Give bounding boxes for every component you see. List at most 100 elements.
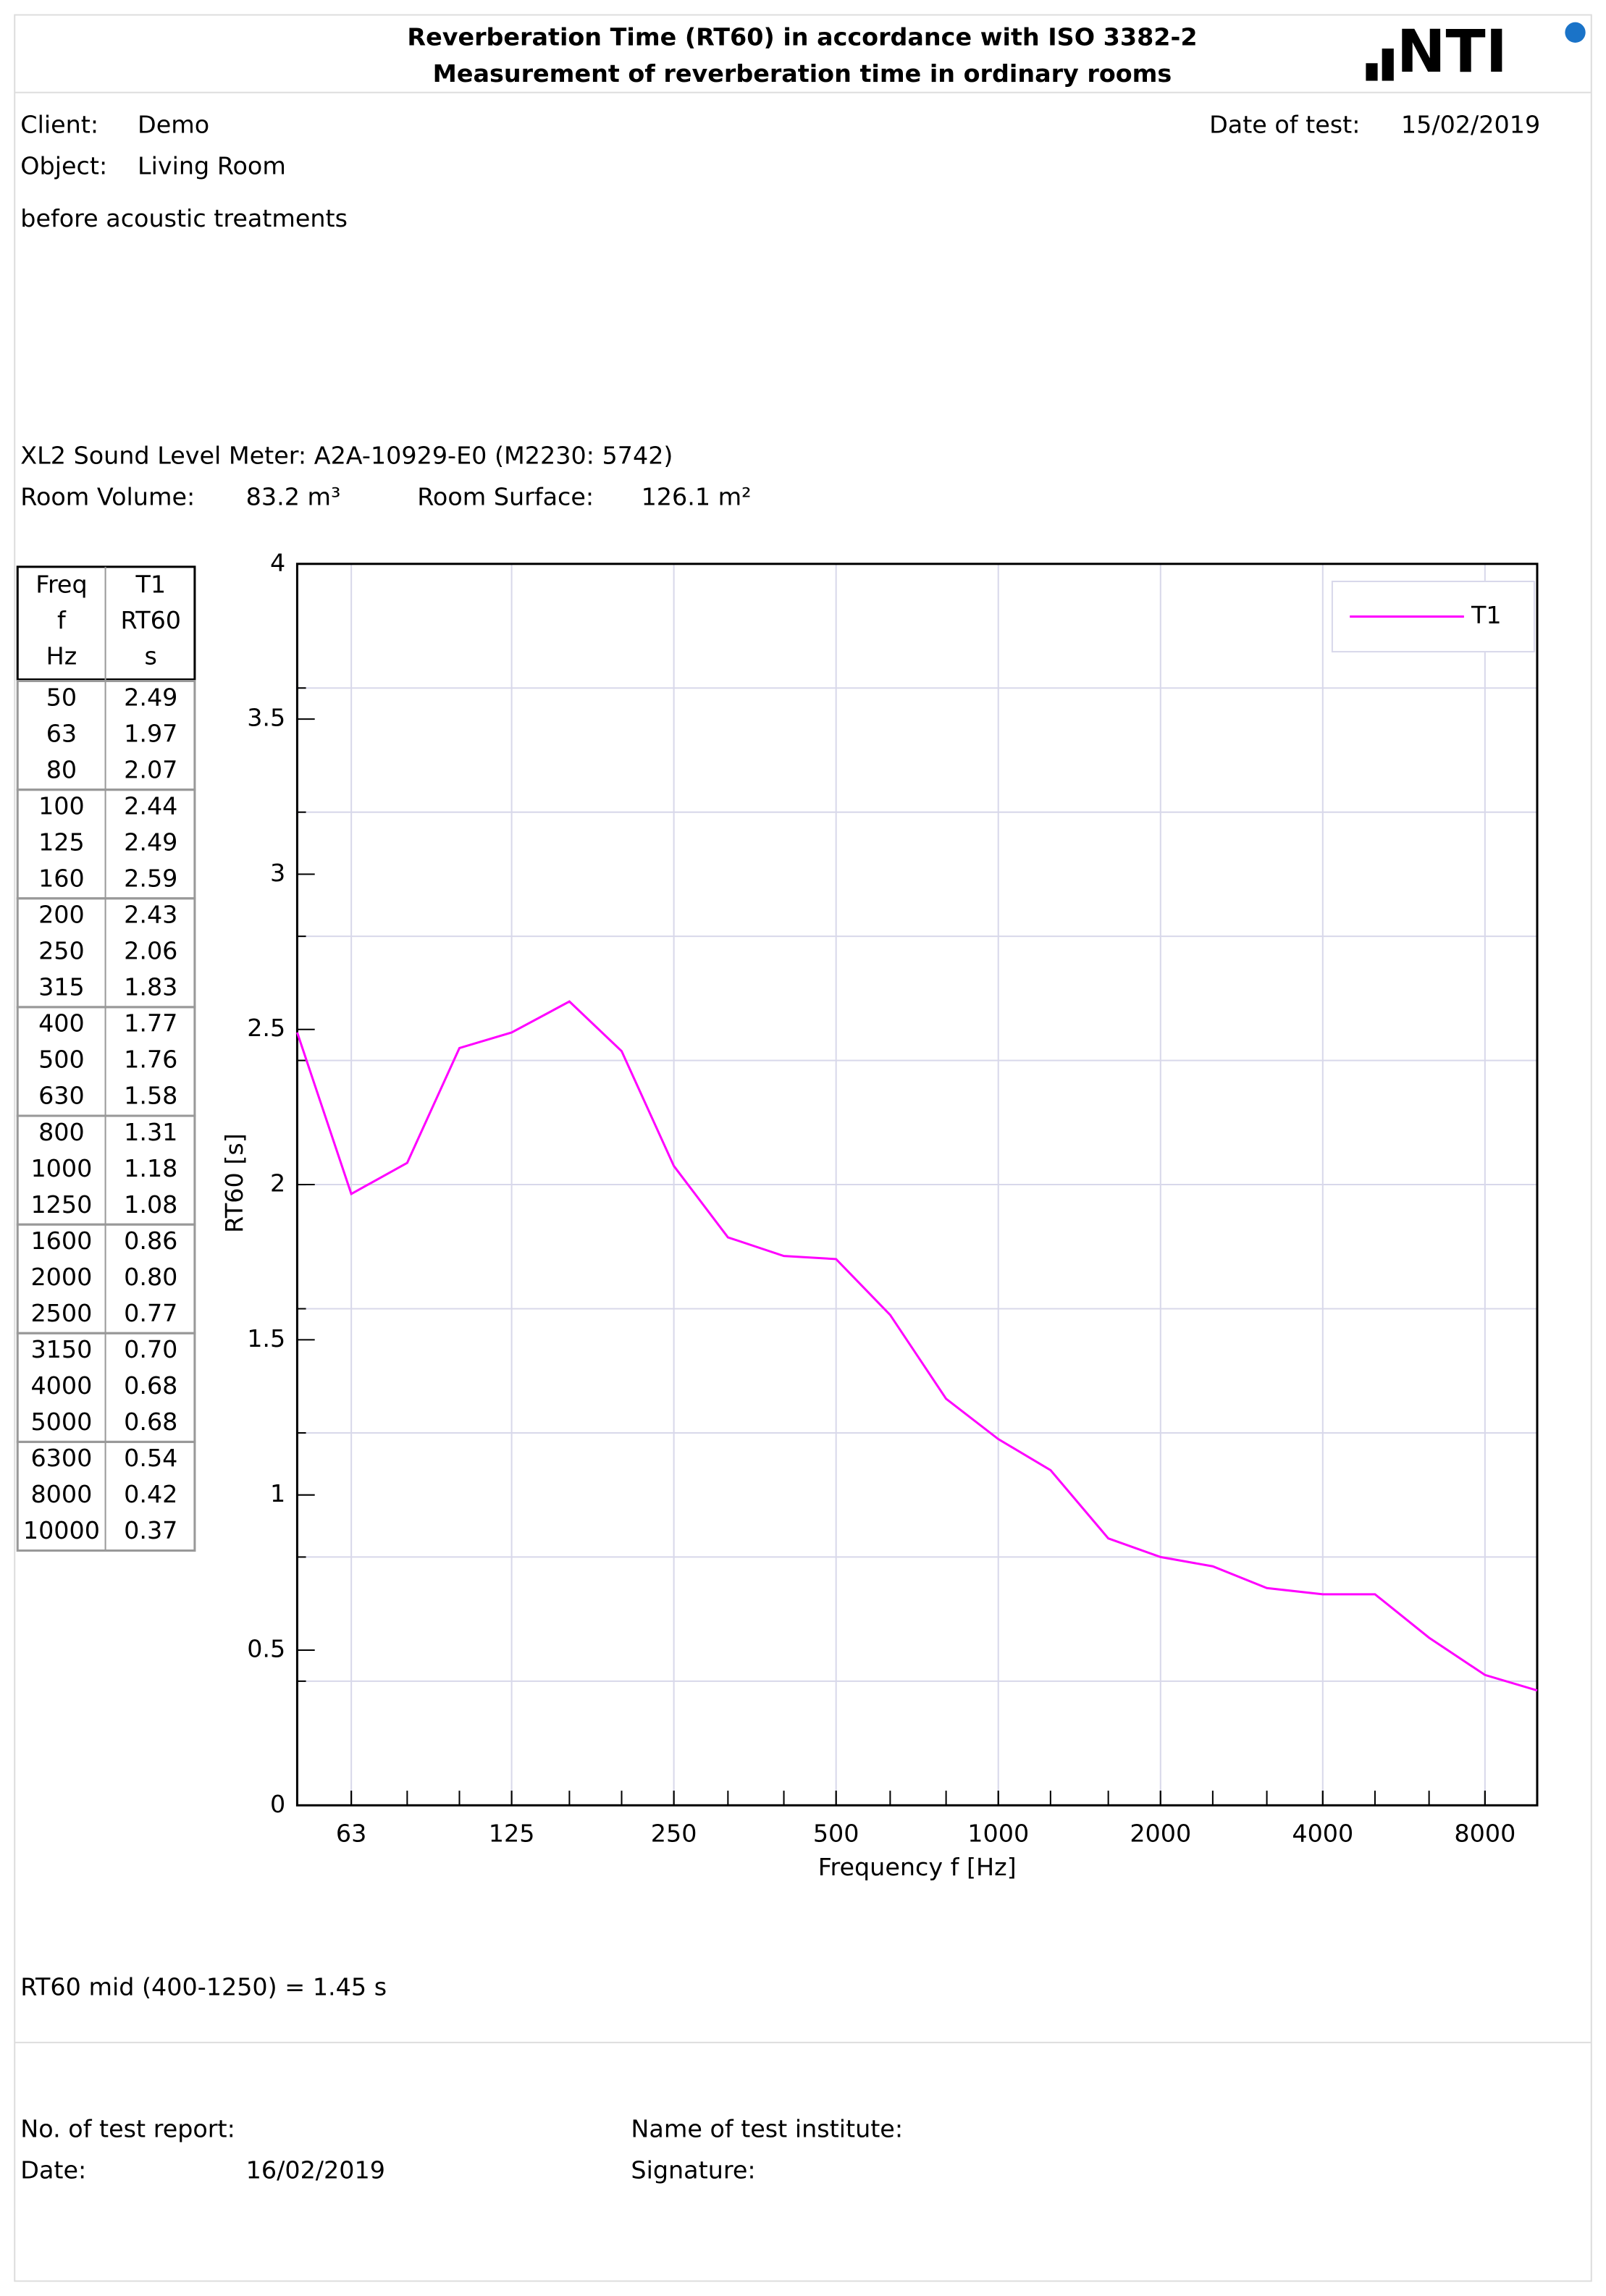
table-cell: 4000	[30, 1371, 92, 1400]
table-header: s	[145, 642, 157, 670]
table-cell: 1000	[30, 1154, 92, 1182]
value: 83.2 m³	[246, 482, 341, 510]
table-cell: 2.49	[124, 828, 177, 856]
y-tick-label: 1	[270, 1479, 285, 1507]
table-cell: 2000	[30, 1263, 92, 1291]
label: Signature:	[631, 2156, 755, 2184]
table-cell: 200	[38, 901, 85, 929]
y-tick-label: 1.5	[247, 1324, 285, 1353]
table-cell: 1.58	[124, 1082, 177, 1110]
label: Object:	[20, 151, 107, 180]
label: Client:	[20, 111, 98, 139]
x-tick-label: 125	[489, 1819, 535, 1847]
table-header: RT60	[120, 606, 181, 634]
x-tick-label: 8000	[1454, 1819, 1515, 1847]
table-cell: 800	[38, 1118, 85, 1146]
data-line	[296, 1000, 1538, 1692]
page-border	[14, 14, 1592, 2282]
y-tick-label: 2	[270, 1169, 285, 1198]
label: Date of test:	[1209, 111, 1360, 139]
y-tick-label: 0.5	[247, 1635, 285, 1663]
y-tick-label: 0	[270, 1790, 285, 1818]
table-header: f	[57, 606, 67, 634]
label: Name of test institute:	[631, 2115, 903, 2143]
table-cell: 160	[38, 864, 85, 892]
title: Reverberation Time (RT60) in accordance …	[407, 22, 1197, 51]
table-cell: 1.18	[124, 1154, 177, 1182]
table-cell: 1.31	[124, 1118, 177, 1146]
x-tick-label: 1000	[967, 1819, 1029, 1847]
table-cell: 0.70	[124, 1335, 177, 1363]
table-cell: 1250	[30, 1190, 92, 1219]
x-tick-label: 500	[813, 1819, 859, 1847]
label: Date:	[20, 2156, 86, 2184]
table-cell: 400	[38, 1009, 85, 1038]
table-cell: 0.37	[124, 1516, 177, 1544]
logo-bar	[1366, 63, 1378, 81]
table-cell: 630	[38, 1082, 85, 1110]
logo-bar	[1382, 49, 1394, 81]
y-tick-label: 4	[270, 548, 285, 576]
label: Room Surface:	[417, 482, 594, 510]
table-cell: 1.77	[124, 1009, 177, 1038]
y-tick-label: 2.5	[247, 1014, 285, 1042]
table-cell: 5000	[30, 1408, 92, 1436]
x-axis-title: Frequency f [Hz]	[818, 1853, 1017, 1881]
table-cell: 2500	[30, 1299, 92, 1327]
table-cell: 2.49	[124, 683, 177, 711]
table-cell: 125	[38, 828, 85, 856]
table-cell: 2.06	[124, 937, 177, 965]
table-cell: 2.59	[124, 864, 177, 892]
data-table: Freq f Hz T1 RT60 s 50 2.49 63 1.97 80 2.07 100 2.44 1…	[16, 565, 196, 1552]
logo-dot	[1565, 22, 1586, 43]
table-cell: 2.07	[124, 755, 177, 783]
table-cell: 0.42	[124, 1480, 177, 1508]
table-cell: 1.97	[124, 719, 177, 747]
table-cell: 80	[46, 755, 77, 783]
table-cell: 2.44	[124, 791, 177, 820]
table-cell: 500	[38, 1046, 85, 1074]
x-tick-label: 250	[651, 1819, 697, 1847]
x-tick-label: 63	[336, 1819, 366, 1847]
table-cell: 100	[38, 791, 85, 820]
table-cell: 6300	[30, 1444, 92, 1472]
chart: 0 0.5 1 1.5 2 2.5 3 3.5 4 63 125 250 500 1000 2000 4000…	[220, 548, 1539, 1881]
y-axis-title: RT60 [s]	[220, 1133, 248, 1233]
note: before acoustic treatments	[20, 204, 348, 232]
subtitle: Measurement of reverberation time in ord…	[433, 59, 1172, 88]
table-cell: 1.76	[124, 1046, 177, 1074]
summary: RT60 mid (400-1250) = 1.45 s	[20, 1973, 387, 2001]
table-cell: 0.68	[124, 1408, 177, 1436]
table-cell: 0.68	[124, 1371, 177, 1400]
table-cell: 0.86	[124, 1227, 177, 1255]
table-header: T1	[135, 571, 166, 599]
y-tick-label: 3.5	[247, 704, 285, 732]
table-cell: 50	[46, 683, 77, 711]
table-cell: 63	[46, 719, 77, 747]
label: Room Volume:	[20, 482, 195, 510]
table-cell: 1.08	[124, 1190, 177, 1219]
value: 126.1 m²	[642, 482, 752, 510]
logo: NTI	[1366, 18, 1586, 86]
table-cell: 315	[38, 973, 85, 1001]
table-header: Freq	[35, 571, 87, 599]
logo-text: NTI	[1397, 18, 1508, 86]
table-cell: 0.77	[124, 1299, 177, 1327]
table-cell: 0.80	[124, 1263, 177, 1291]
table-cell: 1600	[30, 1227, 92, 1255]
x-tick-label: 4000	[1292, 1819, 1353, 1847]
table-cell: 2.43	[124, 901, 177, 929]
legend-label: T1	[1471, 601, 1502, 629]
value: 16/02/2019	[246, 2156, 385, 2184]
table-cell: 250	[38, 937, 85, 965]
x-tick-label: 2000	[1130, 1819, 1191, 1847]
table-cell: 3150	[30, 1335, 92, 1363]
value: Demo	[138, 111, 209, 139]
value: Living Room	[138, 151, 286, 180]
table-cell: 8000	[30, 1480, 92, 1508]
table-cell: 1.83	[124, 973, 177, 1001]
table-header: Hz	[46, 642, 77, 670]
y-tick-label: 3	[270, 859, 285, 887]
